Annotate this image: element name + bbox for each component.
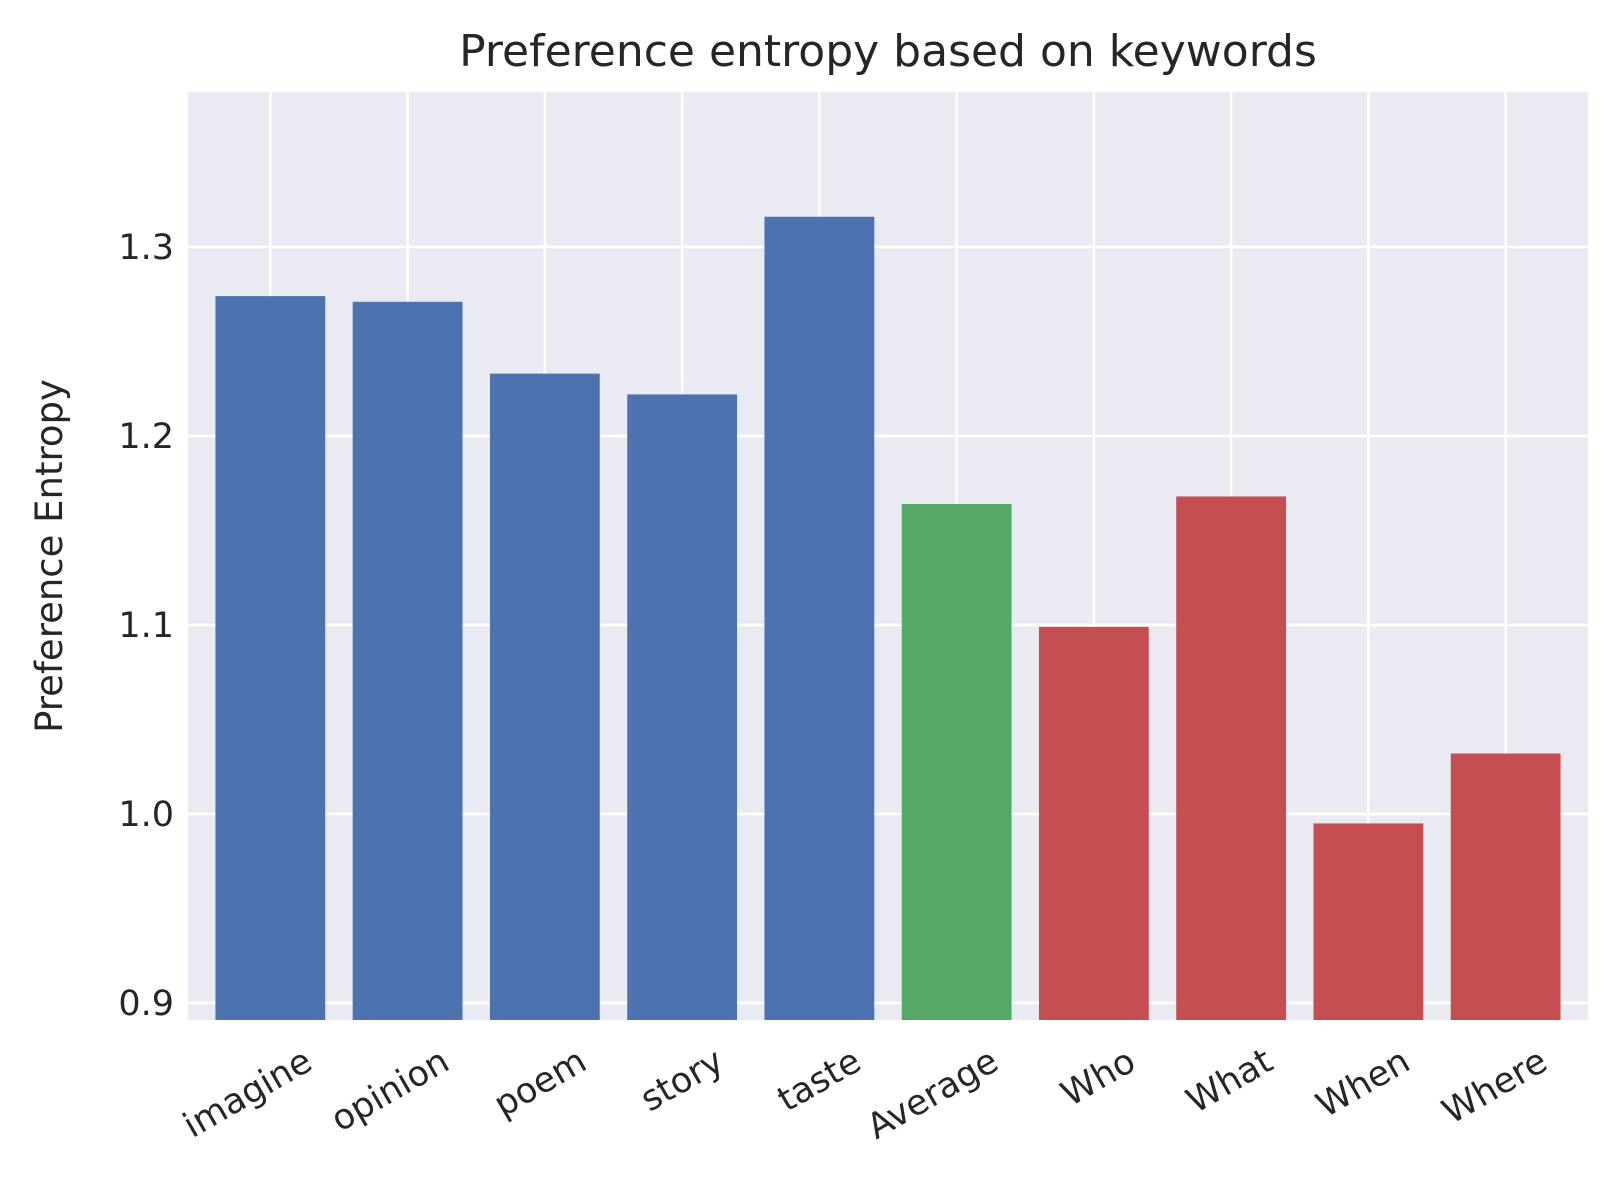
- x-tick-label: poem: [487, 1041, 593, 1125]
- bar-imagine: [215, 296, 326, 1020]
- bar-when: [1313, 823, 1424, 1020]
- bar-who: [1038, 626, 1149, 1020]
- x-tick-label: story: [634, 1041, 731, 1120]
- y-axis-label: Preference Entropy: [28, 379, 71, 733]
- y-tick-labels: 0.9 1.0 1.1 1.2 1.3: [118, 228, 174, 1024]
- bar-story: [627, 394, 738, 1020]
- y-tick-label: 1.1: [118, 606, 174, 646]
- bar-poem: [489, 373, 600, 1020]
- x-tick-label: opinion: [325, 1041, 457, 1140]
- x-tick-label: imagine: [177, 1041, 319, 1146]
- x-tick-label: Who: [1055, 1041, 1143, 1115]
- x-tick-label: When: [1310, 1041, 1417, 1126]
- x-tick-label: taste: [771, 1041, 868, 1120]
- bars: [215, 216, 1561, 1021]
- bar-where: [1450, 753, 1561, 1020]
- chart-title: Preference entropy based on keywords: [459, 26, 1317, 77]
- y-tick-label: 1.0: [118, 795, 174, 835]
- x-tick-label: Average: [861, 1041, 1005, 1148]
- x-tick-label: Where: [1436, 1041, 1554, 1132]
- y-tick-label: 0.9: [118, 984, 174, 1024]
- y-tick-label: 1.3: [118, 228, 174, 268]
- bar-what: [1176, 496, 1287, 1020]
- x-tick-label: What: [1180, 1041, 1280, 1122]
- bar-average: [901, 504, 1012, 1021]
- bar-taste: [764, 216, 875, 1021]
- y-tick-label: 1.2: [118, 417, 174, 457]
- bar-opinion: [352, 301, 463, 1021]
